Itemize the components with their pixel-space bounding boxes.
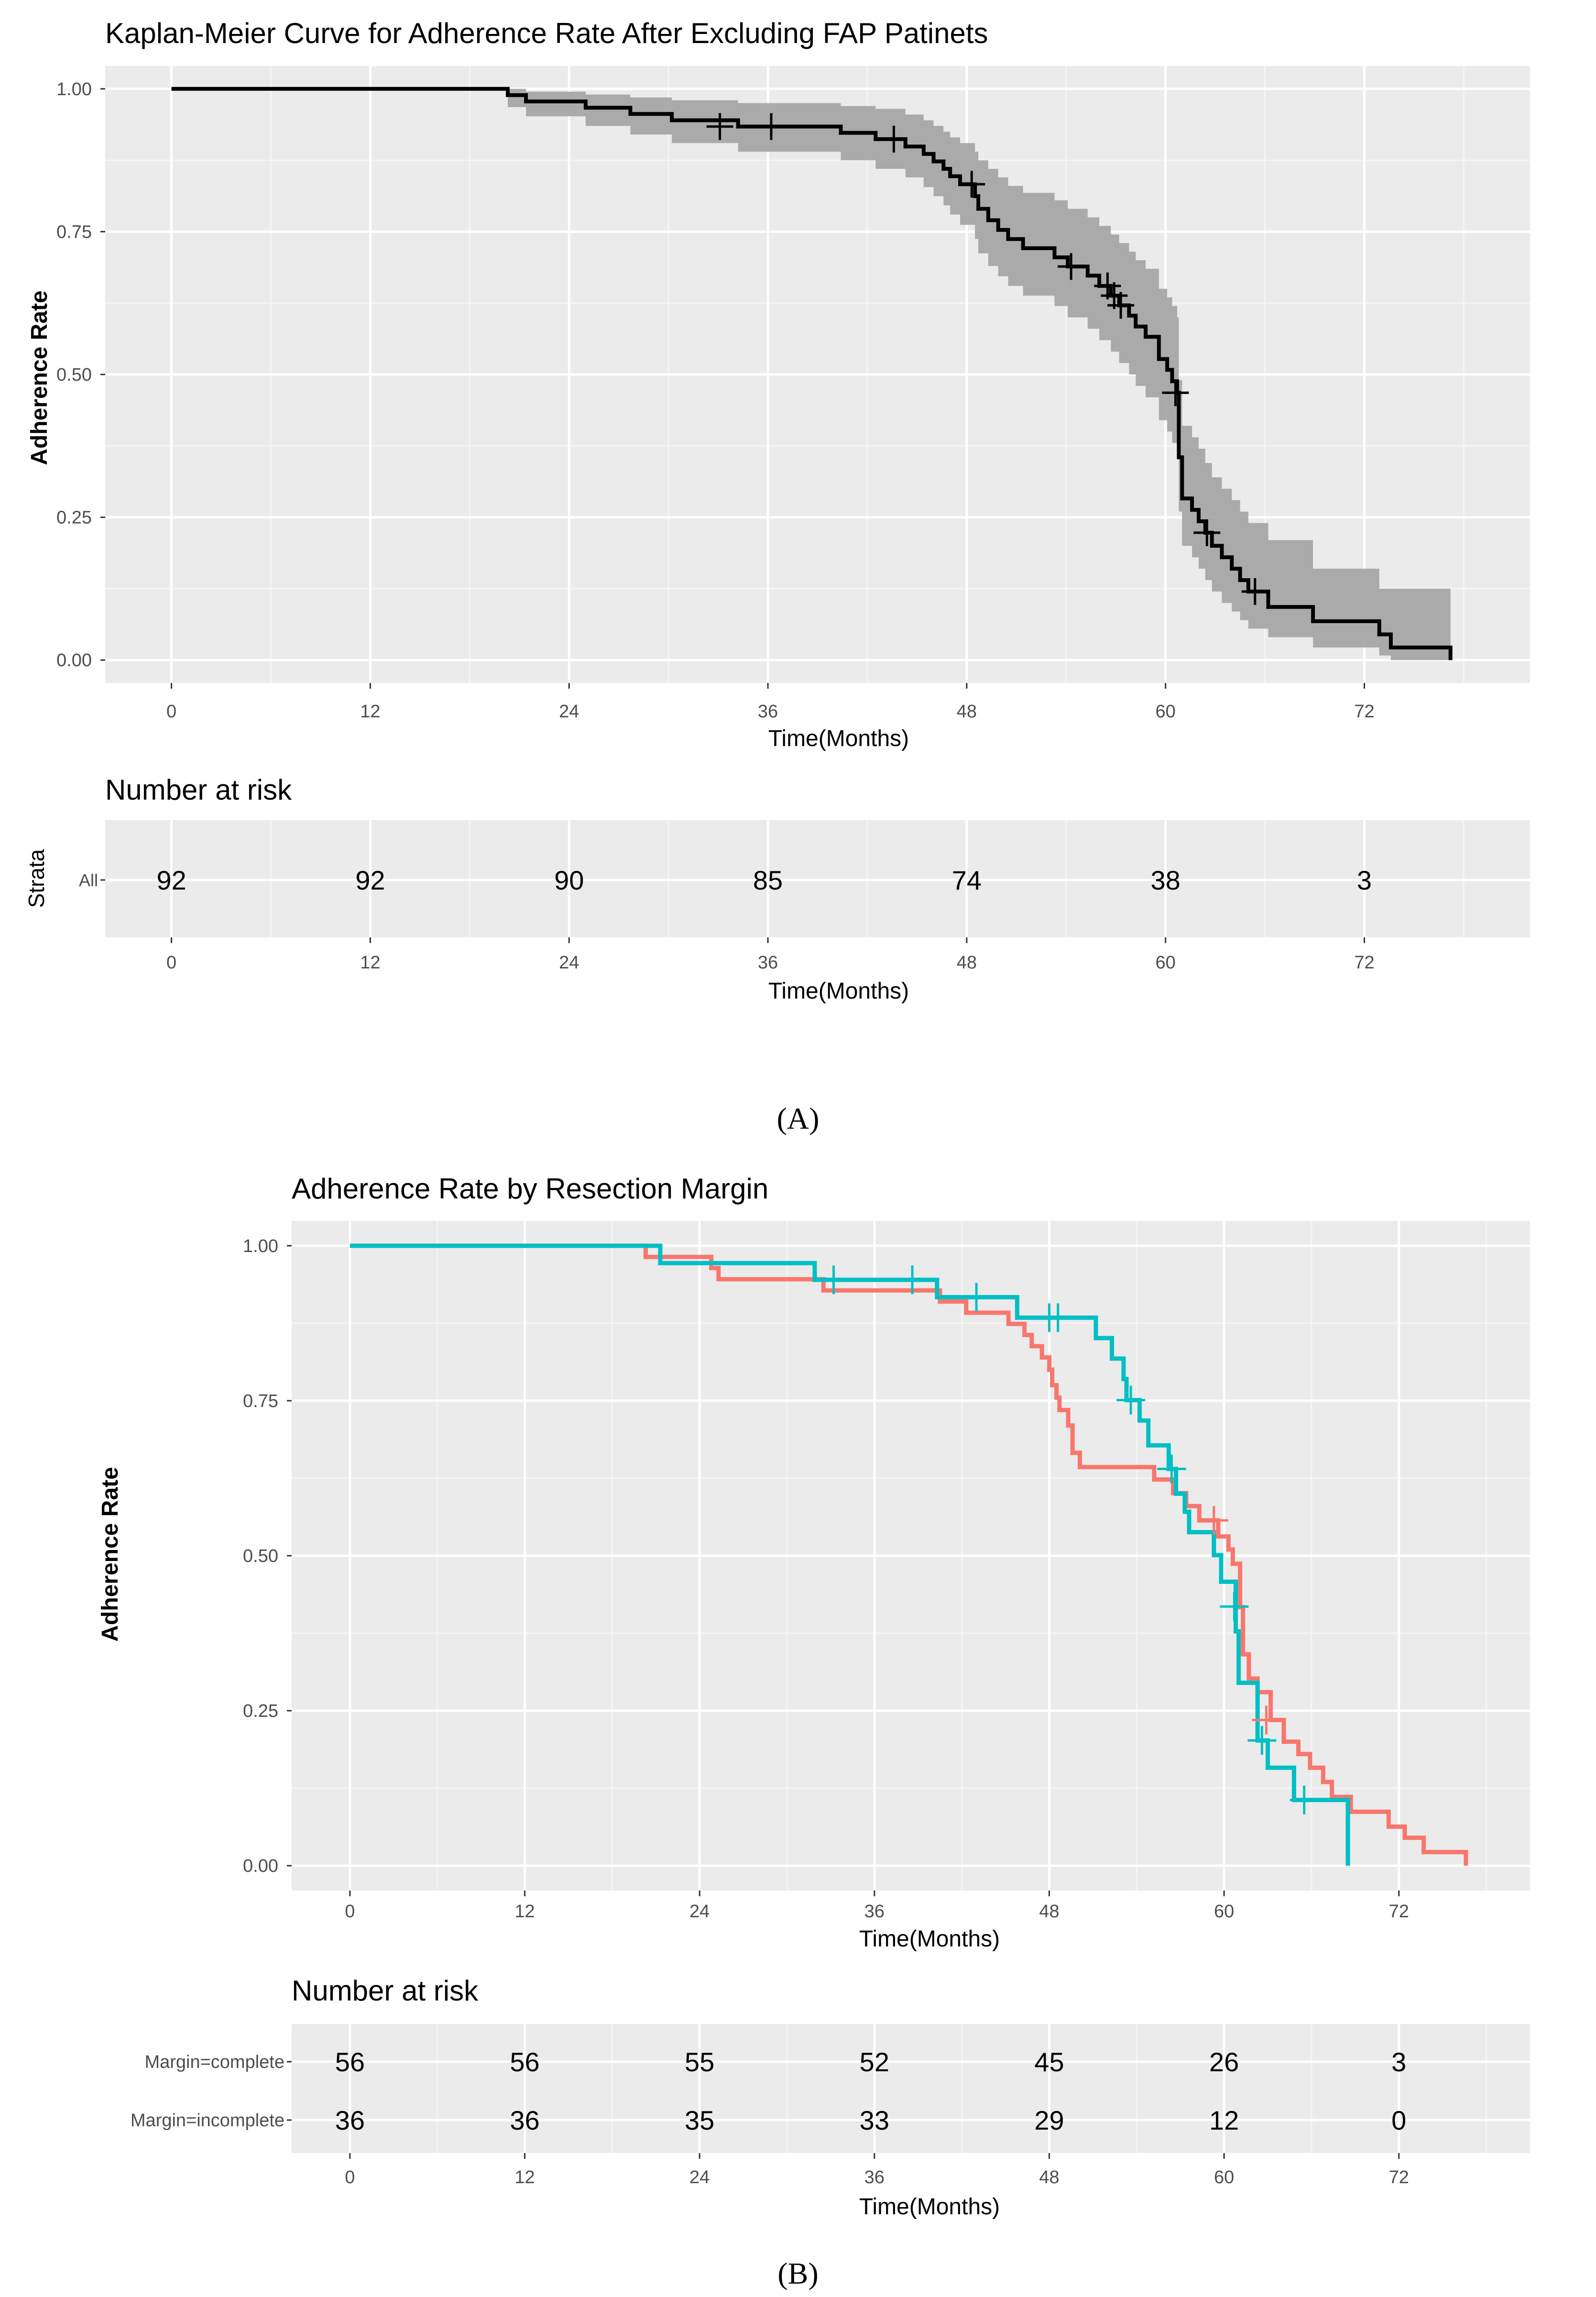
risk-x-tick-label: 48 — [957, 953, 977, 973]
panel-a-label: (A) — [777, 1101, 820, 1135]
y-tick-label: 0.75 — [243, 1391, 278, 1411]
y-tick-label: 0.25 — [56, 508, 92, 528]
x-tick-label: 60 — [1214, 1901, 1234, 1922]
risk-x-tick-label: 72 — [1354, 953, 1374, 973]
risk-table-a-title: Number at risk — [105, 774, 292, 806]
risk-x-tick-label: 60 — [1156, 953, 1176, 973]
risk-row-label: Margin=complete — [144, 2052, 284, 2072]
risk-x-tick-label: 48 — [1039, 2167, 1059, 2187]
risk-count: 85 — [753, 865, 783, 895]
risk-count: 45 — [1034, 2047, 1064, 2077]
risk-count: 92 — [156, 865, 186, 895]
chart-b-x-ticks: 0 12 24 36 48 60 72 — [345, 1890, 1409, 1922]
x-tick-label: 12 — [360, 702, 380, 722]
risk-count: 3 — [1357, 865, 1372, 895]
chart-a-x-axis-label: Time(Months) — [768, 726, 909, 751]
figure: Kaplan-Meier Curve for Adherence Rate Af… — [0, 0, 1596, 2297]
risk-row-label: Margin=incomplete — [131, 2110, 284, 2131]
panel-b-label: (B) — [777, 2256, 818, 2290]
x-tick-label: 60 — [1156, 702, 1176, 722]
x-tick-label: 36 — [864, 1901, 885, 1922]
risk-count: 56 — [335, 2047, 365, 2077]
chart-a-x-ticks: 0 12 24 36 48 60 72 — [166, 683, 1375, 722]
risk-x-tick-label: 24 — [689, 2167, 710, 2187]
risk-count: 36 — [335, 2105, 365, 2135]
risk-x-tick-label: 60 — [1214, 2167, 1234, 2187]
risk-count: 0 — [1391, 2105, 1406, 2135]
x-tick-label: 48 — [957, 702, 977, 722]
risk-x-tick-label: 36 — [864, 2167, 885, 2187]
risk-x-tick-label: 72 — [1389, 2167, 1409, 2187]
chart-b-y-ticks: 0.00 0.25 0.50 0.75 1.00 — [243, 1236, 292, 1876]
risk-count: 35 — [685, 2105, 714, 2135]
panel-b: Adherence Rate by Resection Margin 0.000… — [98, 1173, 1530, 2290]
risk-count: 74 — [952, 865, 982, 895]
x-tick-label: 72 — [1389, 1901, 1409, 1922]
risk-count: 26 — [1209, 2047, 1239, 2077]
risk-table-a-x-ticks: 0 12 24 36 48 60 72 — [166, 937, 1375, 973]
chart-a-title: Kaplan-Meier Curve for Adherence Rate Af… — [105, 17, 988, 49]
x-tick-label: 72 — [1354, 702, 1374, 722]
y-tick-label: 1.00 — [243, 1236, 278, 1256]
panel-a: Kaplan-Meier Curve for Adherence Rate Af… — [24, 17, 1530, 1135]
risk-count: 92 — [355, 865, 385, 895]
y-tick-label: 0.50 — [56, 365, 92, 385]
risk-row-label: All — [79, 870, 98, 890]
risk-table-b-x-ticks: 0 12 24 36 48 60 72 — [345, 2153, 1409, 2187]
risk-x-tick-label: 0 — [345, 2167, 355, 2187]
x-tick-label: 12 — [514, 1901, 535, 1922]
x-tick-label: 24 — [689, 1901, 710, 1922]
y-tick-label: 1.00 — [56, 79, 92, 99]
chart-b-x-axis-label: Time(Months) — [859, 1926, 1000, 1952]
chart-b-y-axis-label: Adherence Rate — [98, 1467, 123, 1641]
chart-a-y-axis-label: Adherence Rate — [27, 290, 52, 465]
risk-count: 56 — [510, 2047, 539, 2077]
chart-b-title: Adherence Rate by Resection Margin — [292, 1173, 768, 1205]
risk-count: 12 — [1209, 2105, 1239, 2135]
x-tick-label: 24 — [559, 702, 579, 722]
risk-count: 90 — [554, 865, 584, 895]
risk-count: 52 — [860, 2047, 889, 2077]
risk-x-tick-label: 12 — [360, 953, 380, 973]
y-tick-label: 0.25 — [243, 1701, 278, 1721]
risk-count: 55 — [685, 2047, 714, 2077]
risk-count: 33 — [860, 2105, 889, 2135]
risk-table-a-x-axis-label: Time(Months) — [768, 978, 909, 1004]
chart-a-y-ticks: 0.00 0.25 0.50 0.75 1.00 — [56, 79, 105, 670]
risk-table-b-x-axis-label: Time(Months) — [859, 2194, 1000, 2220]
x-tick-label: 0 — [345, 1901, 355, 1922]
y-tick-label: 0.75 — [56, 222, 92, 242]
risk-count: 36 — [510, 2105, 539, 2135]
y-tick-label: 0.00 — [243, 1856, 278, 1876]
y-tick-label: 0.00 — [56, 650, 92, 670]
risk-x-tick-label: 36 — [758, 953, 778, 973]
risk-table-b-title: Number at risk — [292, 1975, 479, 2007]
x-tick-label: 48 — [1039, 1901, 1059, 1922]
risk-count: 3 — [1391, 2047, 1406, 2077]
risk-table-b-panel — [292, 2024, 1530, 2153]
risk-x-tick-label: 24 — [559, 953, 579, 973]
risk-x-tick-label: 12 — [514, 2167, 535, 2187]
risk-x-tick-label: 0 — [166, 953, 176, 973]
risk-table-a-strata-label: Strata — [24, 849, 49, 908]
risk-count: 38 — [1151, 865, 1181, 895]
x-tick-label: 36 — [758, 702, 778, 722]
risk-count: 29 — [1034, 2105, 1064, 2135]
y-tick-label: 0.50 — [243, 1546, 278, 1566]
x-tick-label: 0 — [166, 702, 176, 722]
